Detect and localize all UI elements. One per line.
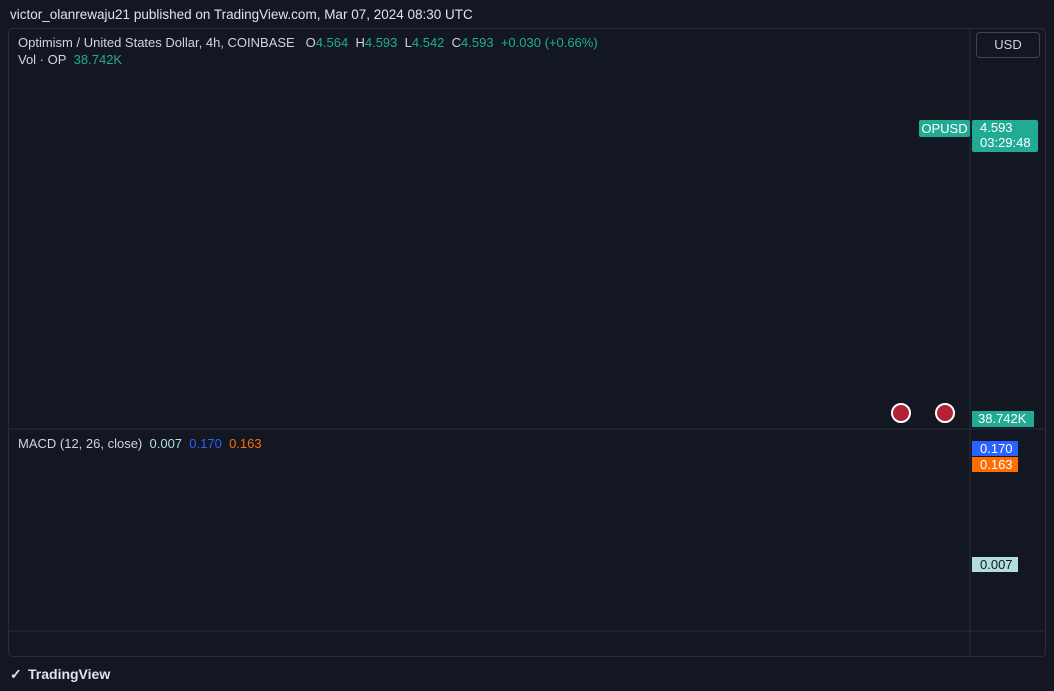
legend-label: H (355, 35, 365, 50)
macd-badge: 0.170 (972, 441, 1018, 456)
price-legend: Optimism / United States Dollar, 4h, COI… (18, 35, 598, 50)
volume-title: Vol · OP (18, 52, 67, 67)
event-flag[interactable] (935, 403, 955, 423)
hist-value: 0.007 (149, 436, 183, 451)
event-flag[interactable] (891, 403, 911, 423)
legend-value: 4.542 (411, 35, 445, 50)
legend-value: 4.593 (461, 35, 494, 50)
legend-change: +0.030 (+0.66%) (500, 35, 598, 50)
currency-button[interactable]: USD (976, 32, 1040, 58)
symbol-title: Optimism / United States Dollar, 4h, COI… (18, 35, 295, 50)
legend-value: 4.564 (315, 35, 349, 50)
last-price-badge: 4.593 03:29:48 (972, 120, 1038, 152)
volume-badge: 38.742K (972, 411, 1034, 427)
event-icons (891, 403, 955, 423)
volume-legend: Vol · OP 38.742K (18, 52, 122, 67)
macd-value: 0.170 (189, 436, 222, 451)
last-price: 4.593 (980, 120, 1013, 135)
signal-badge: 0.163 (972, 457, 1018, 472)
macd-title: MACD (12, 26, close) (18, 436, 143, 451)
symbol-badge: OPUSD (919, 120, 970, 137)
legend-value: 4.593 (364, 35, 398, 50)
legend-label: L (404, 35, 412, 50)
publisher-line: victor_olanrewaju21 published on Trading… (10, 7, 473, 22)
countdown: 03:29:48 (980, 135, 1031, 150)
signal-value: 0.163 (229, 436, 262, 451)
hist-badge: 0.007 (972, 557, 1018, 572)
brand-name: TradingView (28, 666, 111, 682)
legend-label: O (305, 35, 316, 50)
chart-frame (8, 28, 1046, 657)
macd-legend: MACD (12, 26, close) 0.007 0.170 0.163 (18, 436, 262, 451)
volume-value: 38.742K (73, 52, 123, 67)
footer-brand: ✓ TradingView (10, 666, 111, 682)
legend-label: C (451, 35, 462, 50)
